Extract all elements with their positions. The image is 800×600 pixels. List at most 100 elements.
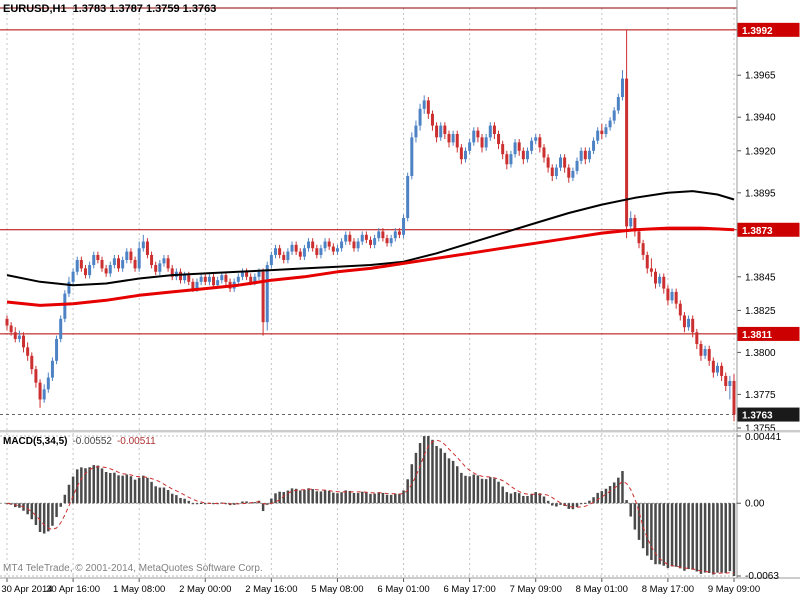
candle-body-up	[629, 218, 633, 227]
macd-bar	[121, 475, 124, 504]
macd-bar	[666, 503, 670, 569]
candle-body-up	[88, 265, 92, 276]
candle-body-down	[625, 78, 629, 227]
candle-body-down	[298, 251, 302, 257]
candle-body-up	[616, 97, 620, 111]
macd-bar	[170, 493, 174, 504]
macd-bar	[724, 503, 727, 574]
macd-bar	[340, 492, 343, 504]
candle-body-up	[554, 167, 558, 176]
candle-body-up	[340, 241, 344, 249]
candle-body-down	[674, 291, 678, 304]
macd-bar	[137, 477, 141, 504]
macd-bar	[84, 468, 87, 504]
macd-bar	[447, 458, 451, 504]
time-axis-label: 30 Apr 16:00	[46, 584, 100, 595]
macd-bar	[538, 493, 542, 504]
macd-bar	[691, 503, 694, 570]
macd-bar	[480, 478, 484, 504]
candle-body-down	[187, 275, 191, 282]
macd-bar	[489, 477, 492, 504]
candle-body-down	[666, 288, 670, 301]
macd-bar	[166, 490, 170, 504]
time-axis-label: 2 May 00:00	[179, 584, 231, 595]
candle-body-up	[335, 248, 339, 252]
candle-body-down	[96, 254, 100, 260]
candle-body-down	[38, 382, 42, 400]
candle-body-up	[604, 127, 608, 134]
candle-body-up	[302, 248, 306, 257]
macd-bar	[113, 472, 116, 504]
macd-bar	[567, 503, 571, 509]
macd-bar	[406, 479, 409, 504]
macd-bar	[319, 491, 323, 504]
macd-bar	[617, 477, 620, 504]
candle-body-up	[575, 160, 579, 171]
candle-body-down	[678, 303, 682, 316]
macd-bar	[332, 492, 335, 504]
macd-bar	[707, 503, 711, 574]
candle-body-up	[67, 281, 71, 294]
macd-bar	[278, 491, 281, 504]
candle-body-down	[455, 134, 459, 148]
macd-bar	[129, 476, 133, 504]
candle-body-down	[501, 144, 505, 155]
macd-bar	[679, 503, 682, 569]
candle-body-up	[534, 137, 538, 141]
macd-bar	[559, 503, 562, 505]
macd-bar	[435, 446, 438, 504]
candle-body-down	[397, 231, 401, 235]
candle-body-up	[509, 154, 513, 165]
macd-bar	[265, 503, 269, 505]
macd-bar	[612, 482, 616, 504]
candle-body-up	[323, 241, 327, 249]
candle-body-down	[311, 241, 315, 249]
macd-bar	[517, 493, 521, 504]
macd-bar	[55, 503, 58, 518]
candle-body-down	[707, 349, 711, 361]
candle-body-up	[418, 108, 422, 126]
macd-main-value: -0.00552	[72, 436, 112, 447]
macd-bar	[179, 497, 182, 504]
macd-bar	[431, 439, 434, 504]
macd-bar	[732, 503, 736, 576]
candle-body-down	[9, 325, 13, 333]
macd-bar	[455, 466, 459, 504]
candle-body-up	[422, 100, 426, 109]
macd-bar	[604, 488, 608, 504]
candle-body-down	[364, 234, 368, 240]
macd-histogram	[5, 436, 736, 576]
candle-body-down	[191, 281, 195, 289]
candle-body-down	[170, 268, 174, 277]
macd-bar	[650, 503, 653, 560]
candle-body-down	[699, 344, 703, 356]
macd-bar	[365, 492, 368, 504]
macd-bar	[232, 503, 236, 505]
macd-bar	[513, 492, 517, 504]
candle-body-up	[513, 142, 517, 155]
candle-body-up	[183, 275, 187, 281]
macd-bar	[522, 495, 525, 504]
candle-body-up	[579, 150, 583, 161]
time-axis-label: 2 May 16:00	[245, 584, 297, 595]
price-axis-label: 1.3800	[745, 348, 776, 359]
candle-body-up	[199, 276, 203, 282]
macd-bar	[530, 493, 533, 504]
macd-bar	[472, 474, 476, 504]
candle-body-up	[253, 276, 257, 282]
macd-axis-label: -0.0063	[745, 571, 779, 582]
macd-bar	[451, 460, 455, 504]
macd-bar	[241, 501, 244, 504]
macd-bar	[633, 503, 637, 530]
macd-bar	[142, 475, 145, 504]
candle-body-down	[720, 365, 724, 376]
candle-body-down	[443, 125, 447, 134]
candle-body-up	[612, 110, 616, 121]
candle-body-up	[55, 338, 59, 361]
macd-bar	[162, 487, 166, 504]
price-axis-label: 1.3965	[745, 71, 776, 82]
candle-body-up	[389, 238, 393, 244]
candle-body-down	[327, 241, 331, 247]
macd-bar	[270, 498, 273, 504]
